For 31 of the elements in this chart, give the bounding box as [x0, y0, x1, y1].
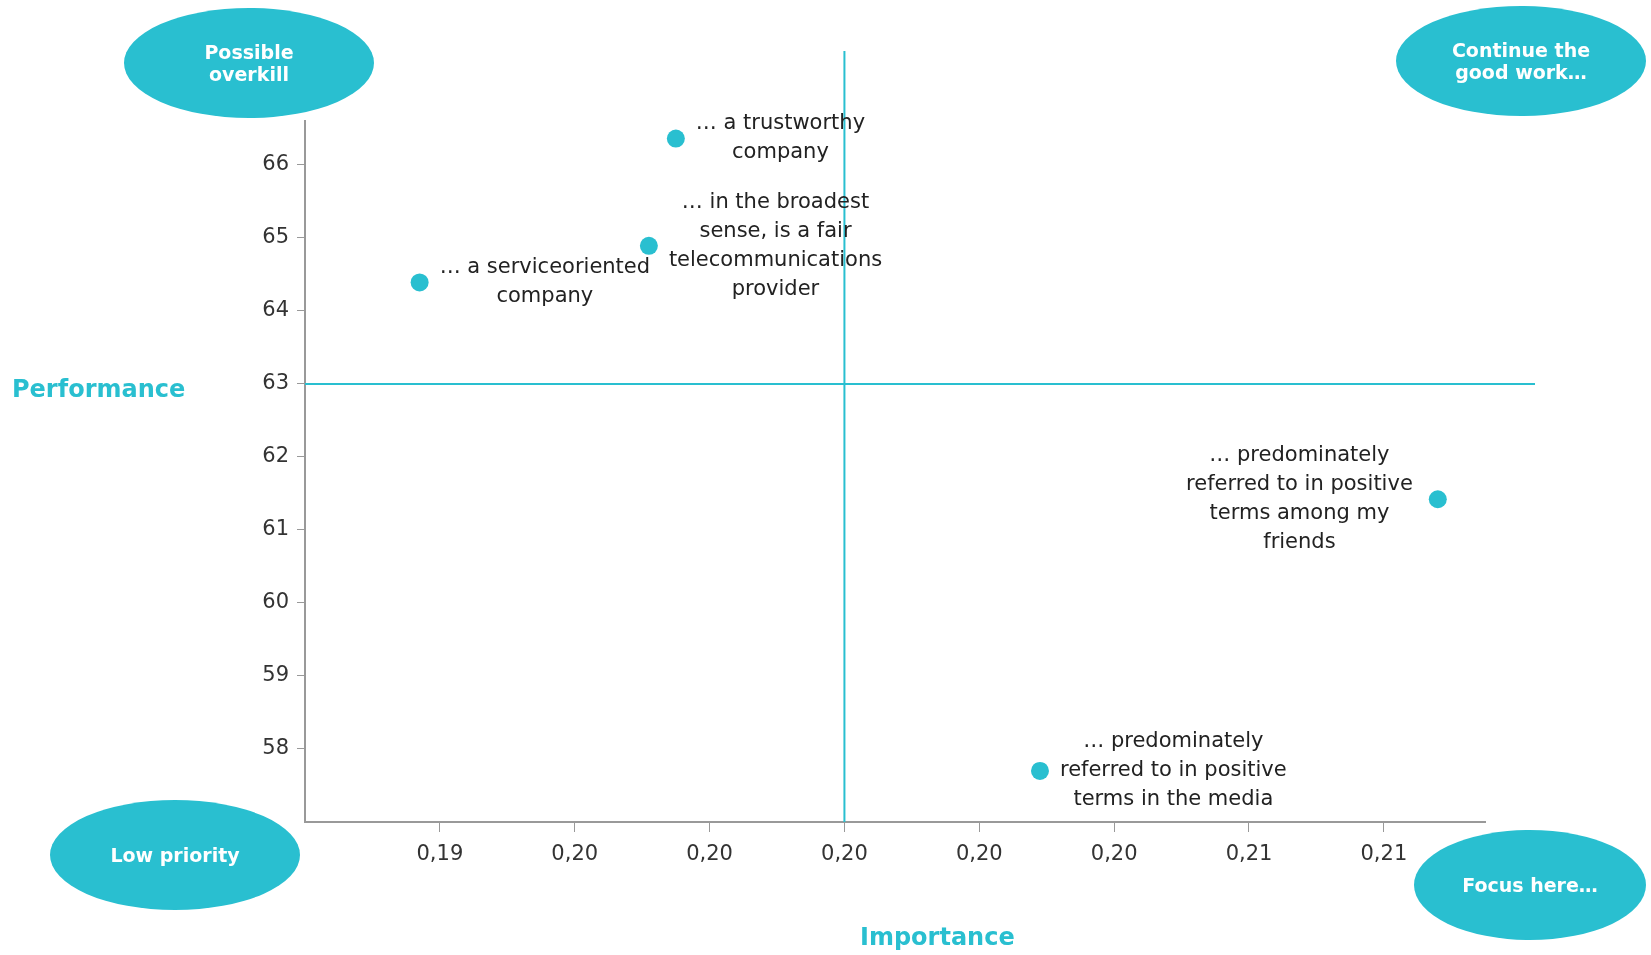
y-tick-label: 66	[262, 151, 289, 176]
y-tick-label: 63	[262, 370, 289, 395]
point	[1428, 490, 1447, 509]
oval-badge: Focus here…	[1414, 830, 1646, 940]
y-axis-title: Performance	[12, 375, 186, 403]
y-tick-label: 65	[262, 224, 289, 249]
y-tick-label: 61	[262, 516, 289, 541]
oval-badge: Continue the good work…	[1396, 6, 1646, 116]
point	[410, 273, 429, 292]
x-axis-title: Importance	[860, 923, 1015, 951]
x-tick-label: 0,20	[955, 841, 1003, 866]
annotation: … predominately referred to in positive terms in the media	[1059, 728, 1287, 811]
point	[666, 129, 685, 148]
point	[639, 236, 658, 255]
y-tick-label: 60	[262, 589, 289, 614]
oval-badge: Possible overkill	[124, 8, 374, 118]
x-tick-label: 0,19	[416, 841, 464, 866]
oval-badge: Low priority	[50, 800, 300, 910]
x-tick-label: 0,21	[1360, 841, 1408, 866]
annotation: … a serviceoriented company	[439, 254, 651, 308]
x-tick-label: 0,20	[1090, 841, 1138, 866]
annotation: … predominately referred to in positive terms among my friends	[1186, 442, 1413, 554]
y-tick-label: 58	[262, 735, 289, 760]
y-tick-label: 64	[262, 297, 289, 322]
point	[1030, 761, 1049, 780]
x-tick-label: 0,20	[821, 841, 868, 866]
y-tick-label: 59	[262, 662, 289, 687]
x-tick-label: 0,20	[686, 841, 733, 866]
x-tick-label: 0,20	[551, 841, 599, 866]
y-tick-label: 62	[262, 443, 289, 468]
x-tick-label: 0,21	[1225, 841, 1273, 866]
